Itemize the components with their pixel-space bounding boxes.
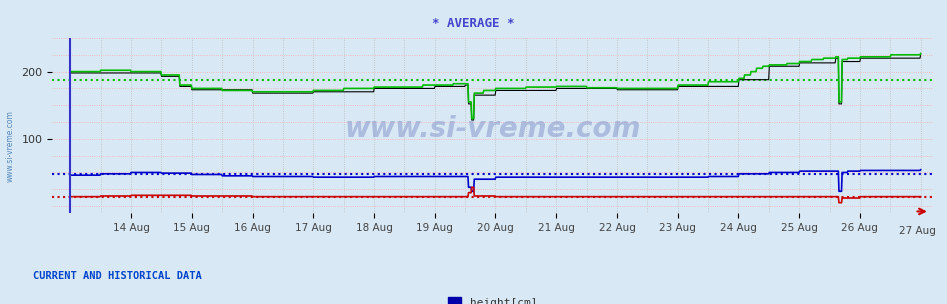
Text: * AVERAGE *: * AVERAGE * <box>432 17 515 30</box>
Legend: height[cm]: height[cm] <box>443 293 542 304</box>
Text: CURRENT AND HISTORICAL DATA: CURRENT AND HISTORICAL DATA <box>33 271 202 281</box>
Text: www.si-vreme.com: www.si-vreme.com <box>344 115 641 143</box>
Text: www.si-vreme.com: www.si-vreme.com <box>6 110 15 182</box>
Text: 27 Aug: 27 Aug <box>899 226 936 236</box>
